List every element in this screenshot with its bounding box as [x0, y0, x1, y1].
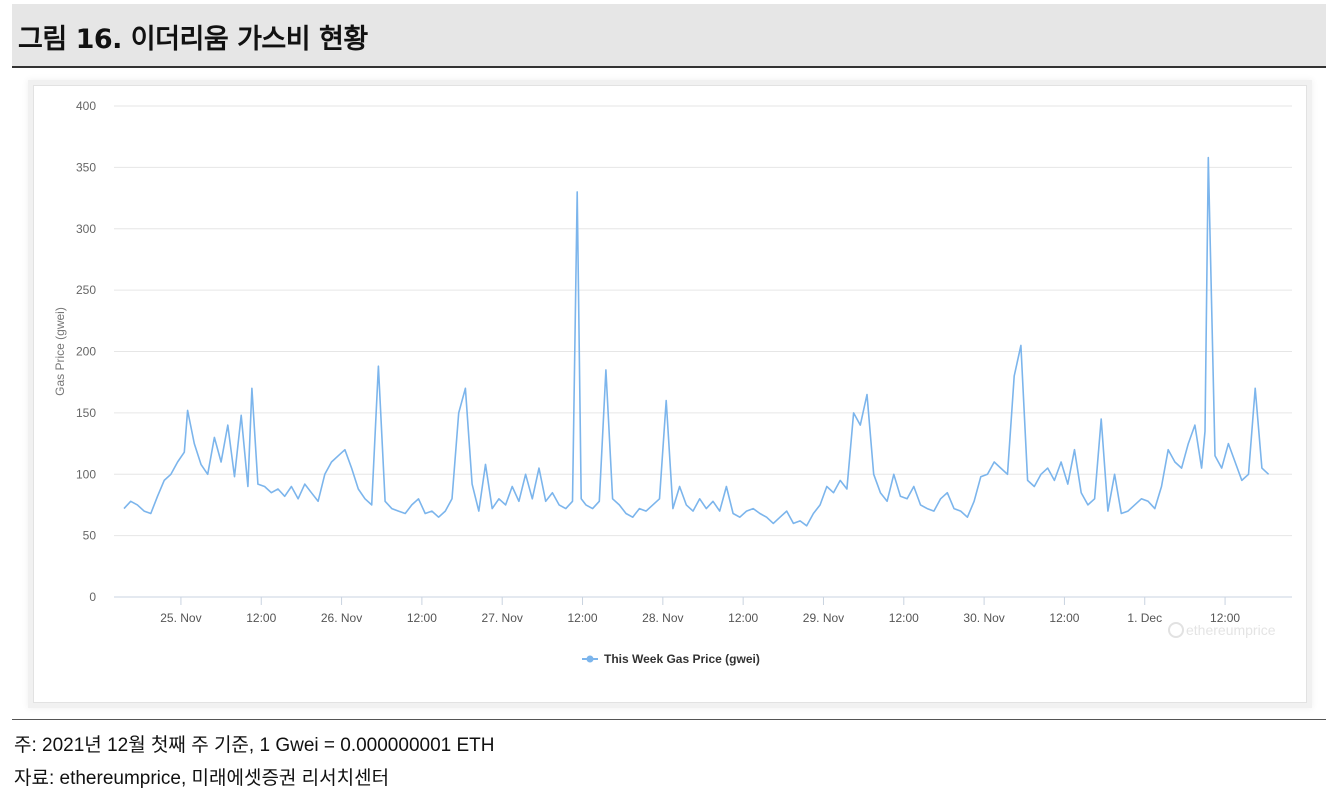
- legend-label: This Week Gas Price (gwei): [604, 652, 760, 666]
- y-tick-label: 150: [76, 406, 96, 420]
- y-tick-label: 100: [76, 467, 96, 481]
- footnote-basis: 주: 2021년 12월 첫째 주 기준, 1 Gwei = 0.0000000…: [14, 735, 495, 756]
- x-tick-label: 12:00: [728, 611, 758, 625]
- watermark-logo-icon: [1168, 622, 1184, 638]
- x-tick-label: 28. Nov: [642, 611, 683, 625]
- y-tick-label: 350: [76, 160, 96, 174]
- footnote-source: 자료: ethereumprice, 미래에셋증권 리서치센터: [14, 768, 390, 789]
- figure-title-bar: 그림 16. 이더리움 가스비 현황: [12, 4, 1326, 68]
- x-tick-label: 12:00: [889, 611, 919, 625]
- legend-point-marker: [586, 655, 594, 663]
- figure-title: 그림 16. 이더리움 가스비 현황: [18, 24, 368, 55]
- gas-price-chart: 0 50 100 150 200 250 300 350 400 25. Nov 12:00 26. …: [53, 99, 1292, 666]
- x-tick-label: 29. Nov: [803, 611, 844, 625]
- y-axis-title: Gas Price (gwei): [53, 307, 67, 396]
- y-tick-label: 50: [83, 529, 97, 543]
- x-tick-label: 12:00: [568, 611, 598, 625]
- y-tick-label: 200: [76, 345, 96, 359]
- x-tick-label: 12:00: [1210, 611, 1240, 625]
- y-tick-label: 250: [76, 283, 96, 297]
- y-tick-label: 400: [76, 99, 96, 113]
- watermark-text: ethereumprice: [1186, 622, 1276, 638]
- x-tick-label: 12:00: [1049, 611, 1079, 625]
- x-tick-label: 26. Nov: [321, 611, 362, 625]
- x-tick-label: 27. Nov: [482, 611, 523, 625]
- x-tick-label: 12:00: [407, 611, 437, 625]
- y-tick-label: 0: [89, 590, 96, 604]
- series-line: [123, 156, 1270, 527]
- x-tick-label: 30. Nov: [963, 611, 1004, 625]
- x-tick-label: 25. Nov: [160, 611, 201, 625]
- y-tick-label: 300: [76, 222, 96, 236]
- x-tick-label: 12:00: [246, 611, 276, 625]
- x-tick-label: 1. Dec: [1127, 611, 1162, 625]
- chart-frame: 0 50 100 150 200 250 300 350 400 25. Nov 12:00 26. …: [33, 85, 1307, 703]
- footer-divider: [12, 719, 1326, 720]
